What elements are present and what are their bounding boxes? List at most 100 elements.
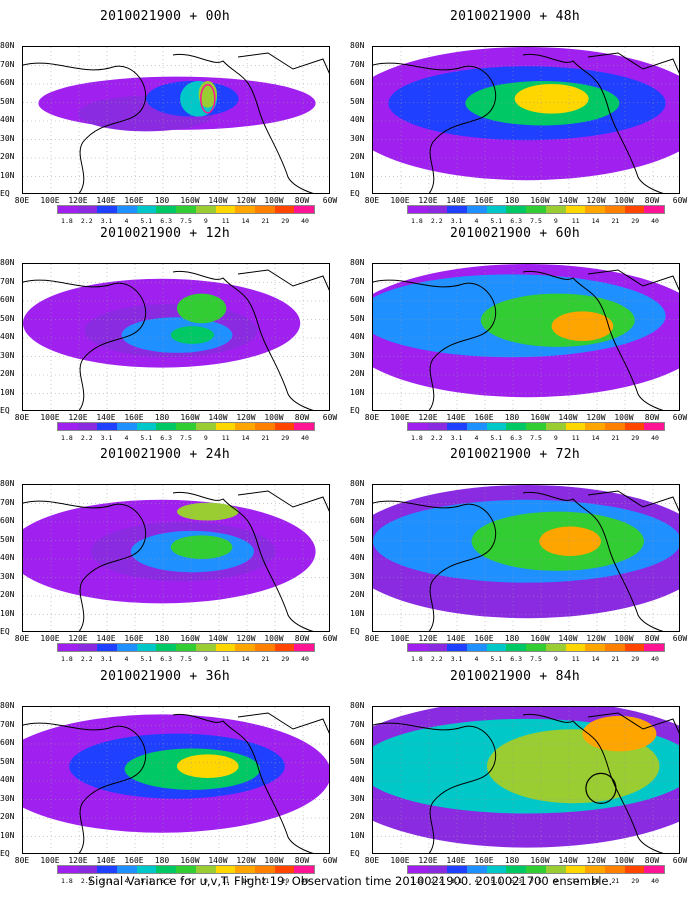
colorbar-swatch [97,866,118,873]
lon-tick-label: 80E [14,634,30,643]
colorbar-label: 7.5 [180,434,192,442]
lon-tick-label: 100W [614,856,634,865]
colorbar-swatch [156,423,177,430]
colorbar-label: 14 [241,877,250,885]
colorbar-swatch [526,866,546,873]
lat-tick-label: 10N [0,387,15,397]
lat-tick-label: 80N [0,41,15,50]
lon-tick-label: 120E [68,634,88,643]
lon-tick-label: 160E [474,634,494,643]
lat-tick-label: 20N [0,152,15,161]
colorbar-swatch [254,206,275,213]
colorbar-label: 40 [301,877,309,885]
colorbar-label: 21 [261,877,270,885]
colorbar-swatch [294,423,314,430]
lon-tick-label: 80E [14,196,30,205]
lat-tick-label: 50N [350,534,365,544]
lon-tick-label: 160W [180,856,200,865]
lon-tick-label: 100W [614,634,634,643]
colorbar-label: 6.3 [160,655,173,663]
colorbar-label: 14 [241,655,250,663]
lon-tick-label: 100E [40,634,60,643]
map-panel-36h: 2010021900 + 36h 80N 70N 60N 50N 40N 30N 20N 10N… [0,665,337,885]
colorbar-swatch [136,866,157,873]
lat-tick-label: 50N [0,534,15,544]
colorbar-label: 3.1 [450,434,463,442]
colorbar-swatch [644,866,664,873]
colorbar-swatch [644,206,664,213]
colorbar-swatch [274,206,295,213]
lat-tick-label: 60N [350,516,365,525]
colorbar-swatch [585,206,605,213]
colorbar-label: 21 [261,434,270,442]
lon-tick-label: 160W [180,634,200,643]
lat-tick-label: EQ [350,627,360,636]
colorbar-swatch [486,423,507,430]
lon-tick-label: 100E [40,856,60,865]
lat-tick-label: 20N [350,812,365,821]
colorbar-label: 4 [124,217,129,225]
lon-tick-label: 100W [264,856,284,865]
colorbar-swatch [215,866,236,873]
colorbar-label: 4 [124,655,129,663]
lon-tick-label: 100E [40,413,60,422]
lon-tick-label: 140W [558,856,578,865]
lat-tick-label: 10N [0,608,15,618]
colorbar-swatch [136,423,157,430]
map-panel-60h: 2010021900 + 60h 80N 70N 60N 50N 40N 30N 20N 10N… [350,222,687,442]
lat-tick-label: 10N [350,387,365,397]
variance-map [372,263,680,411]
colorbar-swatch [117,423,137,430]
lon-tick-label: 120E [418,196,438,205]
colorbar-swatch [447,866,468,873]
lat-tick-label: 40N [350,775,365,784]
colorbar-swatch [274,423,295,430]
lat-tick-label: 80N [0,258,15,267]
lon-tick-label: 60W [322,856,338,865]
colorbar-label: 4 [124,877,129,885]
colorbar-swatch [408,423,428,430]
colorbar-label: 29 [631,877,640,885]
colorbar-label: 9 [553,434,558,442]
lat-tick-label: 60N [350,738,365,747]
colorbar-swatch [604,206,625,213]
colorbar-label: 7.5 [180,217,192,225]
colorbar-swatch [97,644,118,651]
lat-tick-label: 10N [0,830,15,840]
colorbar-swatch [604,423,625,430]
lon-tick-label: 80W [644,634,660,643]
lon-tick-label: 120W [586,413,606,422]
lon-tick-label: 160E [124,856,144,865]
colorbar-swatch [195,644,216,651]
colorbar-swatch [447,423,468,430]
lat-tick-label: 20N [0,590,15,599]
colorbar-label: 7.5 [530,217,542,225]
lon-tick-label: 160W [530,634,550,643]
colorbar-label: 11 [221,877,230,885]
colorbar-label: 6.3 [510,877,523,885]
lat-tick-label: 60N [350,295,365,304]
colorbar-swatch [97,206,118,213]
colorbar-swatch [526,206,546,213]
colorbar-swatch [117,644,137,651]
colorbar-swatch [565,644,586,651]
colorbar-label: 3.1 [100,434,113,442]
colorbar-swatch [545,644,566,651]
lon-tick-label: 160E [124,634,144,643]
lon-tick-label: 60W [322,634,338,643]
colorbar-label: 21 [611,877,620,885]
colorbar-label: 21 [261,217,270,225]
lat-tick-label: 70N [350,497,365,507]
colorbar-swatch [195,206,216,213]
colorbar-swatch [254,866,275,873]
red-contour [200,84,216,114]
colorbar [57,205,315,214]
colorbar-label: 5.1 [140,217,153,225]
lat-tick-label: 20N [0,369,15,378]
lon-tick-label: 80E [364,413,380,422]
colorbar-swatch [604,644,625,651]
lon-tick-label: 120W [586,634,606,643]
lon-tick-label: 80W [644,856,660,865]
colorbar-label: 5.1 [140,434,153,442]
colorbar-label: 6.3 [510,655,523,663]
